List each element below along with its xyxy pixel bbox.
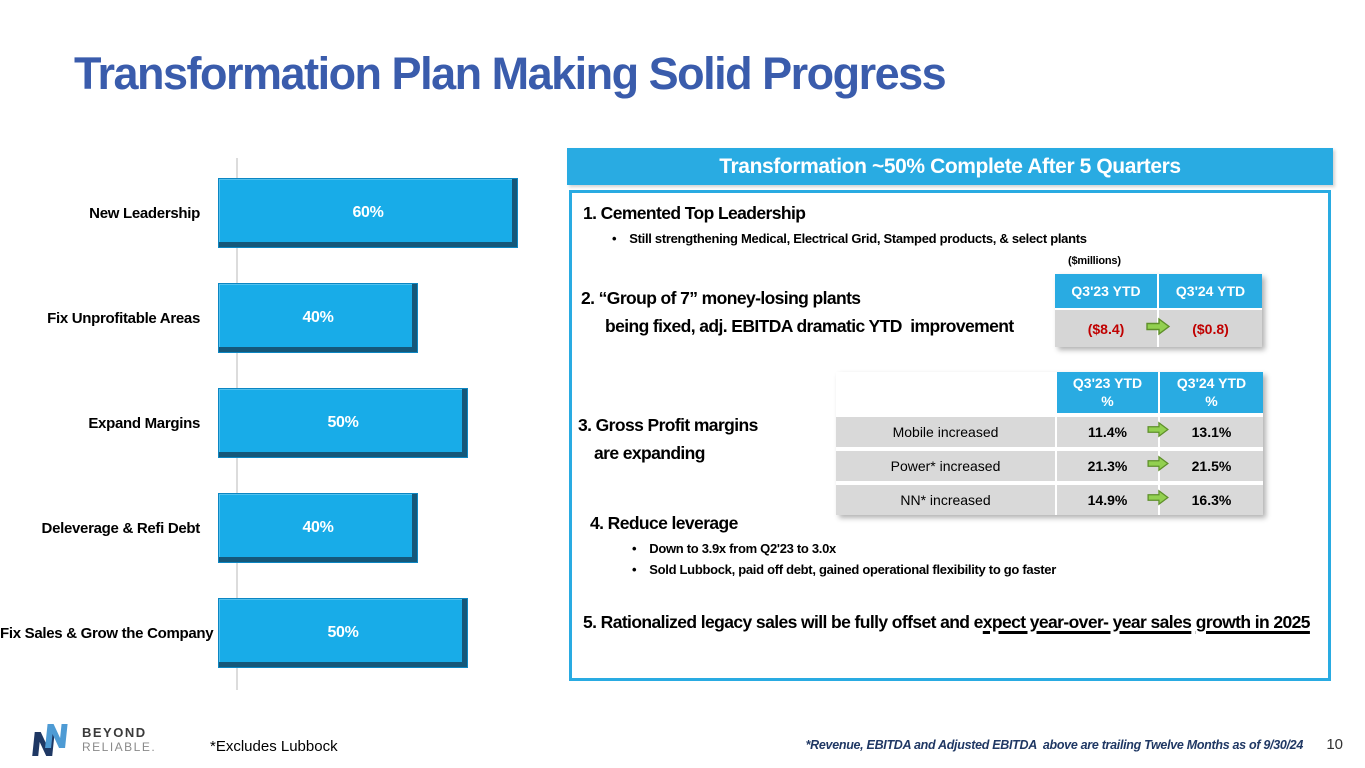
category-label: Deleverage & Refi Debt bbox=[41, 519, 201, 537]
chart-row: Fix Sales & Grow the Company 50% bbox=[0, 598, 468, 668]
footnote-excludes-lubbock: *Excludes Lubbock bbox=[210, 738, 338, 755]
item-5-prefix: 5. Rationalized legacy sales will be ful… bbox=[583, 612, 983, 632]
bar-fix-sales-grow-company: 50% bbox=[218, 598, 468, 668]
row-label: NN* increased bbox=[836, 485, 1055, 515]
header-quarter: Q3'23 YTD bbox=[1072, 375, 1143, 391]
bar-fix-unprofitable-areas: 40% bbox=[218, 283, 418, 353]
category-label: Fix Sales & Grow the Company bbox=[0, 624, 214, 642]
row-q323-value: 14.9% bbox=[1057, 485, 1158, 515]
green-right-arrow-icon bbox=[1145, 316, 1171, 341]
header-quarter: Q3'24 YTD bbox=[1176, 375, 1247, 391]
item-4-title: 4. Reduce leverage bbox=[590, 513, 738, 533]
chart-row: Deleverage & Refi Debt 40% bbox=[0, 493, 418, 563]
row-q324-value: 13.1% bbox=[1160, 417, 1263, 447]
page-number: 10 bbox=[1326, 736, 1343, 753]
footnote-trailing-twelve-months: *Revenue, EBITDA and Adjusted EBITDA abo… bbox=[805, 738, 1304, 752]
ebitda-table-header-row: Q3'23 YTD Q3'24 YTD bbox=[1055, 274, 1262, 308]
bar-value-label: 50% bbox=[327, 624, 359, 641]
progress-bar-chart: New Leadership 60% Fix Unprofitable Area… bbox=[0, 150, 560, 695]
row-q323-value: 21.3% bbox=[1057, 451, 1158, 481]
item-5-title: 5. Rationalized legacy sales will be ful… bbox=[583, 605, 1323, 633]
item-3-title-line2: are expanding bbox=[594, 443, 705, 463]
margins-table-header: Q3'24 YTD % bbox=[1160, 372, 1263, 413]
bar-new-leadership: 60% bbox=[218, 178, 518, 248]
ebitda-q324-value: ($0.8) bbox=[1159, 310, 1262, 347]
ebitda-table-header: Q3'24 YTD bbox=[1159, 274, 1262, 308]
company-logo: BEYOND RELIABLE. bbox=[30, 720, 156, 760]
header-percent: % bbox=[1205, 392, 1218, 409]
bar-value-label: 60% bbox=[352, 204, 384, 221]
margins-table-header: Q3'23 YTD % bbox=[1057, 372, 1158, 413]
item-2-title-line1: 2. “Group of 7” money-losing plants bbox=[581, 288, 861, 308]
margins-table-row: NN* increased 14.9% 16.3% bbox=[836, 485, 1263, 515]
bar-value-label: 50% bbox=[327, 414, 359, 431]
margins-table: Q3'23 YTD % Q3'24 YTD % Mobile increased… bbox=[836, 372, 1263, 515]
bar-value-label: 40% bbox=[302, 519, 334, 536]
item-1-title: 1. Cemented Top Leadership bbox=[583, 203, 806, 223]
page-title: Transformation Plan Making Solid Progres… bbox=[74, 48, 947, 99]
nn-logo-icon bbox=[32, 724, 68, 756]
panel-body: 1. Cemented Top Leadership Still strengt… bbox=[569, 190, 1331, 681]
ebitda-table: Q3'23 YTD Q3'24 YTD ($8.4) ($0.8) bbox=[1055, 274, 1262, 347]
green-right-arrow-icon bbox=[1146, 489, 1170, 512]
category-label: Expand Margins bbox=[88, 414, 200, 432]
item-2-title-line2: being fixed, adj. EBITDA dramatic YTD im… bbox=[605, 316, 1014, 336]
ebitda-q323-value: ($8.4) bbox=[1055, 310, 1157, 347]
ebitda-table-header: Q3'23 YTD bbox=[1055, 274, 1157, 308]
item-4-bullet-2: Sold Lubbock, paid off debt, gained oper… bbox=[632, 562, 1056, 577]
row-q324-value: 21.5% bbox=[1160, 451, 1263, 481]
margins-table-header-row: Q3'23 YTD % Q3'24 YTD % bbox=[836, 372, 1263, 413]
row-q323-value: 11.4% bbox=[1057, 417, 1158, 447]
row-label: Mobile increased bbox=[836, 417, 1055, 447]
green-right-arrow-icon bbox=[1146, 421, 1170, 444]
chart-row: Fix Unprofitable Areas 40% bbox=[0, 283, 418, 353]
margins-table-row: Power* increased 21.3% 21.5% bbox=[836, 451, 1263, 481]
bar-expand-margins: 50% bbox=[218, 388, 468, 458]
header-percent: % bbox=[1101, 392, 1114, 409]
ebitda-table-row: ($8.4) ($0.8) bbox=[1055, 310, 1262, 347]
category-label: New Leadership bbox=[89, 204, 200, 222]
item-3-title-line1: 3. Gross Profit margins bbox=[578, 415, 758, 435]
chart-row: New Leadership 60% bbox=[0, 178, 518, 248]
item-5-underlined-part2: growth in 2025 bbox=[1195, 612, 1311, 632]
category-label: Fix Unprofitable Areas bbox=[47, 309, 200, 327]
logo-text-line2: RELIABLE. bbox=[82, 739, 157, 754]
margins-table-row: Mobile increased 11.4% 13.1% bbox=[836, 417, 1263, 447]
bar-deleverage-refi-debt: 40% bbox=[218, 493, 418, 563]
row-q324-value: 16.3% bbox=[1160, 485, 1263, 515]
item-5-underlined-part1: xpect year-over- year sales bbox=[982, 612, 1192, 632]
green-right-arrow-icon bbox=[1146, 455, 1170, 478]
panel-header: Transformation ~50% Complete After 5 Qua… bbox=[567, 148, 1333, 185]
item-1-bullet: Still strengthening Medical, Electrical … bbox=[612, 231, 1087, 246]
chart-row: Expand Margins 50% bbox=[0, 388, 468, 458]
row-label: Power* increased bbox=[836, 451, 1055, 481]
logo-text-line1: BEYOND bbox=[82, 724, 147, 740]
table1-units-label: ($millions) bbox=[1068, 255, 1121, 267]
margins-table-blank-cell bbox=[836, 372, 1055, 413]
item-4-bullet-1: Down to 3.9x from Q2'23 to 3.0x bbox=[632, 541, 836, 556]
bar-value-label: 40% bbox=[302, 309, 334, 326]
